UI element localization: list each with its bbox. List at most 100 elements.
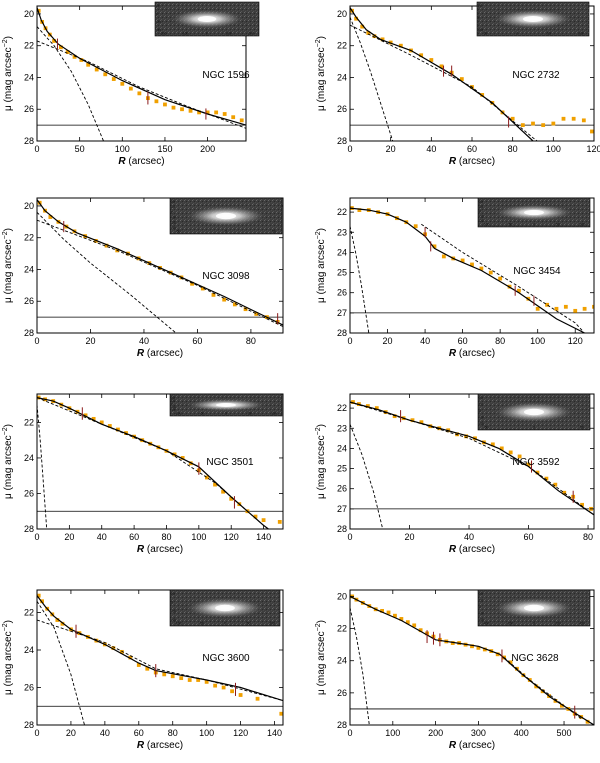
inset-y-tick-label: -20 — [171, 221, 176, 225]
y-tick-label: 28 — [337, 328, 347, 338]
inset-x-tick-label: -200 — [160, 32, 167, 36]
inset-x-tick-label: 50 — [547, 32, 551, 36]
data-point — [205, 475, 209, 480]
data-point — [418, 628, 423, 633]
data-point — [563, 304, 568, 309]
data-point — [374, 406, 379, 411]
inset-x-tick-label: -50 — [200, 412, 205, 416]
y-tick-label: 27 — [337, 308, 347, 318]
inset-y-tick-label: -20 — [479, 219, 484, 223]
inset-x-tick-label: 50 — [272, 230, 276, 234]
axes-frame — [36, 197, 284, 334]
data-point — [571, 116, 576, 121]
x-tick-label: 20 — [383, 336, 393, 346]
x-tick-label: 40 — [100, 728, 110, 738]
x-tick-label: 100 — [115, 144, 130, 154]
x-tick-label: 80 — [508, 144, 518, 154]
inset-x-tick-label: 100 — [226, 32, 232, 36]
y-tick-label: 28 — [24, 328, 34, 338]
inset-x-tick-label: 50 — [248, 412, 252, 416]
data-point — [412, 623, 417, 628]
axes-frame — [36, 393, 284, 530]
data-point — [221, 685, 226, 690]
data-point — [83, 413, 88, 418]
bulge-component-line — [350, 607, 370, 725]
y-tick-label: 24 — [337, 656, 347, 666]
data-point — [399, 617, 404, 621]
y-tick-label: 22 — [24, 233, 34, 243]
data-point — [592, 304, 594, 309]
x-tick-label: 100 — [546, 144, 561, 154]
data-point — [229, 496, 234, 501]
x-tick-label: 20 — [64, 532, 74, 542]
y-tick-label: 24 — [24, 72, 34, 82]
x-tick-label: 60 — [467, 144, 477, 154]
data-point — [231, 115, 236, 120]
model-profile-line — [350, 7, 534, 141]
data-point — [544, 476, 549, 481]
data-point — [551, 121, 556, 126]
y-tick-label: 24 — [337, 443, 347, 453]
data-point — [163, 102, 167, 107]
y-tick-label: 24 — [337, 72, 347, 82]
x-tick-label: 0 — [347, 336, 352, 346]
inset-x-tick-label: -50 — [508, 223, 513, 227]
data-point — [137, 91, 142, 96]
y-tick-label: 26 — [24, 683, 34, 693]
axes-frame — [349, 393, 595, 530]
inset-x-tick-label: 0 — [224, 622, 226, 626]
data-point — [354, 16, 358, 21]
plot-area — [37, 199, 283, 333]
inset-y-tick-label: -20 — [479, 618, 484, 622]
bulge-component-line — [350, 424, 384, 529]
disk-component-line — [37, 40, 246, 129]
inset-y-tick-label: 10 — [171, 205, 175, 209]
data-point — [190, 281, 194, 286]
inset-y-tick-label: 0 — [479, 409, 481, 413]
data-point — [510, 116, 515, 121]
inset-y-tick-label: 0 — [171, 402, 173, 406]
y-axis-title: μ (mag arcsec−2) — [315, 36, 327, 111]
data-point — [392, 414, 397, 419]
data-point — [213, 683, 218, 688]
data-point — [222, 297, 227, 302]
x-tick-label: 20 — [85, 336, 95, 346]
model-profile-line — [350, 595, 594, 725]
x-tick-label: 300 — [471, 728, 486, 738]
data-point — [517, 288, 521, 293]
inset-x-tick-label: 0 — [225, 412, 227, 416]
data-point — [482, 647, 487, 652]
x-tick-label: 140 — [256, 532, 271, 542]
x-tick-label: 80 — [161, 532, 171, 542]
y-axis-title: μ (mag arcsec−2) — [2, 228, 14, 303]
x-tick-label: 20 — [386, 144, 396, 154]
y-tick-label: 20 — [24, 201, 34, 211]
disk-component-line — [350, 24, 538, 141]
inset-x-tick-label: -50 — [483, 32, 488, 36]
x-axis-title: R (arcsec) — [118, 156, 164, 167]
data-point — [559, 703, 564, 708]
y-tick-label: 28 — [24, 524, 34, 534]
disk-component-line — [421, 223, 584, 332]
data-point — [52, 39, 56, 43]
galaxy-image-inset: -400 -200 0 200 400 20 10 0 -10 -20 — [477, 589, 591, 627]
data-point — [179, 676, 184, 681]
data-point — [230, 689, 235, 694]
data-point — [91, 416, 96, 421]
x-tick-label: 120 — [233, 728, 248, 738]
data-point — [222, 112, 227, 116]
bulge-component-line — [350, 16, 394, 141]
inset-x-tick-label: -100 — [175, 622, 182, 626]
y-tick-label: 22 — [24, 41, 34, 51]
profile-panel: 0 20 40 60 80 100 120 20 22 24 26 28 R (arcsec) μ (ma… — [315, 1, 600, 167]
x-tick-label: 120 — [224, 532, 239, 542]
data-point — [232, 302, 237, 307]
y-tick-label: 20 — [337, 9, 347, 19]
inset-y-tick-label: 10 — [479, 599, 483, 603]
inset-x-tick-label: -50 — [199, 622, 204, 626]
data-point — [200, 286, 205, 291]
galaxy-name-label: NGC 3592 — [512, 457, 560, 468]
galaxy-name-label: NGC 2732 — [512, 70, 560, 81]
